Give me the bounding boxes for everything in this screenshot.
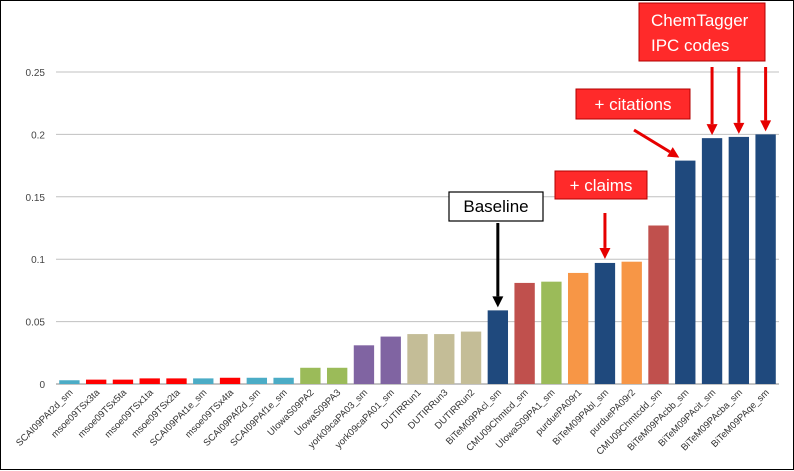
bar — [326, 367, 348, 384]
bar — [246, 377, 268, 384]
bar — [219, 377, 241, 384]
citations-label: + citations — [594, 95, 671, 114]
claims-annotation: + claims — [554, 170, 648, 200]
bar — [407, 334, 428, 384]
bar — [193, 378, 214, 384]
bar — [541, 281, 562, 384]
annotation-arrow — [492, 223, 504, 308]
y-tick-label: 0 — [39, 380, 45, 391]
bar — [701, 138, 723, 384]
bar — [487, 310, 509, 384]
chemtagger-label: ChemTagger — [651, 11, 749, 30]
arrows — [492, 67, 772, 308]
bar — [728, 136, 750, 384]
annotation-arrow — [706, 67, 718, 136]
bar — [460, 331, 482, 384]
citations-annotation: + citations — [575, 88, 691, 120]
bar — [273, 377, 294, 384]
bar — [112, 379, 134, 384]
bars — [59, 134, 776, 384]
annotation-arrow — [633, 128, 680, 158]
x-axis-labels: SCAI09PAt2d_smmsoe09TSx3tamsoe09TSx5tams… — [14, 387, 772, 458]
bar — [648, 225, 669, 384]
y-tick-label: 0.2 — [31, 130, 45, 141]
bar — [166, 378, 187, 384]
claims-label: + claims — [570, 176, 633, 195]
bar — [434, 334, 455, 384]
annotation-arrow — [760, 67, 772, 132]
baseline-annotation: Baseline — [448, 191, 544, 222]
bar — [755, 134, 776, 384]
baseline-label: Baseline — [463, 197, 528, 216]
bar — [353, 345, 375, 384]
bar — [85, 379, 107, 384]
y-axis-ticks: 0 0.05 0.1 0.15 0.2 0.25 — [26, 68, 46, 391]
y-tick-label: 0.1 — [31, 255, 45, 266]
bar — [514, 282, 535, 384]
annotation-arrow — [599, 213, 611, 259]
bar — [594, 262, 616, 384]
bar — [59, 380, 80, 384]
y-tick-label: 0.05 — [26, 318, 46, 329]
bar — [300, 367, 321, 384]
bar — [139, 378, 160, 384]
bar — [380, 336, 401, 384]
y-tick-label: 0.15 — [26, 193, 46, 204]
annotation-arrow — [733, 67, 745, 134]
chemtagger-annotation: ChemTagger IPC codes — [638, 2, 766, 62]
y-tick-label: 0.25 — [26, 68, 46, 79]
ipc-codes-label: IPC codes — [651, 36, 729, 55]
bar — [621, 261, 642, 384]
bar — [567, 272, 589, 384]
bar — [675, 160, 696, 384]
